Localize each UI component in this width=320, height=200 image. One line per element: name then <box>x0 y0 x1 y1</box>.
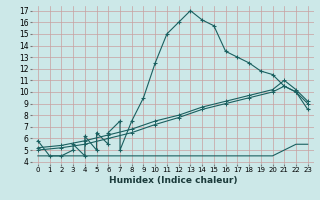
X-axis label: Humidex (Indice chaleur): Humidex (Indice chaleur) <box>108 176 237 185</box>
